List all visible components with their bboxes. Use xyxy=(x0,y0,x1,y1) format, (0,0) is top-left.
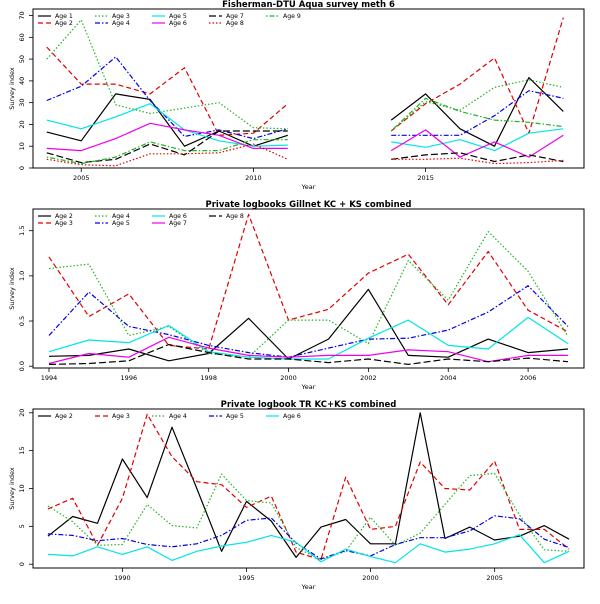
legend-entry: Age 2 xyxy=(55,213,73,220)
y-axis-label: Survey index xyxy=(8,467,16,510)
y-tick-label: 70 xyxy=(18,11,26,19)
legend-entry: Age 4 xyxy=(112,20,130,27)
y-tick-label: 1.0 xyxy=(18,271,26,281)
legend-entry: Age 7 xyxy=(169,220,187,227)
x-axis-label: Year xyxy=(301,183,316,191)
x-tick-label: 2002 xyxy=(360,374,377,382)
legend-entry: Age 1 xyxy=(55,13,73,20)
legend-entry: Age 9 xyxy=(283,13,301,20)
x-tick-label: 2015 xyxy=(417,174,434,182)
x-tick-label: 2006 xyxy=(520,374,537,382)
chart-panel-2: Private logbooks Gillnet KC + KS combine… xyxy=(8,200,585,391)
series-line-age-5 xyxy=(47,515,570,560)
x-axis-label: Year xyxy=(301,383,316,391)
series-line-age-9 xyxy=(46,97,564,165)
series-line-age-7 xyxy=(46,130,564,164)
x-tick-label: 2010 xyxy=(245,174,262,182)
chart-title: Private logbook TR KC+KS combined xyxy=(221,400,397,410)
series-line-age-6 xyxy=(46,122,564,158)
y-tick-label: 15 xyxy=(18,447,26,455)
legend-entry: Age 6 xyxy=(169,20,187,27)
legend-entry: Age 5 xyxy=(226,413,244,420)
series-line-age-8 xyxy=(46,143,564,167)
y-tick-label: 0 xyxy=(18,562,26,566)
x-tick-label: 1995 xyxy=(238,574,255,582)
y-tick-label: 1.5 xyxy=(18,226,26,236)
series-line-age-6 xyxy=(48,316,569,360)
series-line-age-8 xyxy=(48,343,569,365)
legend-entry: Age 2 xyxy=(55,20,73,27)
plot-frame xyxy=(32,8,585,169)
chart-title: Private logbooks Gillnet KC + KS combine… xyxy=(205,200,411,210)
series-line-age-3 xyxy=(47,413,570,561)
y-tick-label: 20 xyxy=(18,409,26,417)
x-tick-label: 1996 xyxy=(121,374,138,382)
legend-entry: Age 5 xyxy=(112,220,130,227)
x-tick-label: 2000 xyxy=(362,574,379,582)
legend-entry: Age 4 xyxy=(112,213,130,220)
series-line-age-5 xyxy=(48,285,569,358)
y-tick-label: 60 xyxy=(18,33,26,41)
x-tick-label: 2000 xyxy=(280,374,297,382)
legend-entry: Age 8 xyxy=(226,213,244,220)
y-tick-label: 10 xyxy=(18,142,26,150)
y-tick-label: 0.0 xyxy=(18,361,26,371)
y-tick-label: 0 xyxy=(18,166,26,170)
y-axis-label: Survey index xyxy=(8,267,16,310)
y-tick-label: 30 xyxy=(18,99,26,107)
y-axis-label: Survey index xyxy=(8,67,16,110)
series-line-age-4 xyxy=(47,472,570,561)
x-tick-label: 2005 xyxy=(486,574,503,582)
series-line-age-4 xyxy=(46,56,564,140)
plot-frame xyxy=(32,208,585,369)
series-line-age-6 xyxy=(47,534,570,564)
series-line-age-1 xyxy=(46,77,564,147)
y-tick-label: 5 xyxy=(18,524,26,528)
series-line-age-3 xyxy=(48,213,569,350)
legend-entry: Age 3 xyxy=(55,220,73,227)
y-tick-label: 40 xyxy=(18,77,26,85)
x-tick-label: 1990 xyxy=(114,574,131,582)
legend-entry: Age 2 xyxy=(55,413,73,420)
legend-entry: Age 6 xyxy=(169,213,187,220)
x-tick-label: 1994 xyxy=(41,374,58,382)
legend-entry: Age 4 xyxy=(169,413,187,420)
legend-entry: Age 7 xyxy=(226,13,244,20)
chart-title: Fisherman-DTU Aqua survey meth 6 xyxy=(222,0,395,10)
legend-entry: Age 3 xyxy=(112,413,130,420)
legend: Age 2 Age 3 Age 4 Age 5 Age 6 xyxy=(38,413,301,420)
series-line-age-5 xyxy=(46,103,564,152)
series-line-age-7 xyxy=(48,336,568,365)
legend-entry: Age 3 xyxy=(112,13,130,20)
x-tick-label: 2005 xyxy=(73,174,90,182)
legend-entry: Age 5 xyxy=(169,13,187,20)
series-line-age-2 xyxy=(46,17,564,136)
legend-entry: Age 6 xyxy=(283,413,301,420)
x-tick-label: 1998 xyxy=(200,374,217,382)
x-tick-label: 2004 xyxy=(440,374,457,382)
y-tick-label: 0.5 xyxy=(18,316,26,326)
y-tick-label: 10 xyxy=(18,484,26,492)
y-tick-label: 50 xyxy=(18,55,26,63)
legend-entry: Age 8 xyxy=(226,20,244,27)
series-line-age-3 xyxy=(46,19,564,132)
chart-panel-3: Private logbook TR KC+KS combined 1990 199… xyxy=(8,400,585,591)
series-line-age-2 xyxy=(48,288,569,362)
series-line-age-2 xyxy=(47,412,570,558)
series-line-age-4 xyxy=(48,231,569,358)
y-tick-label: 20 xyxy=(18,120,26,128)
x-axis-label: Year xyxy=(301,583,316,591)
